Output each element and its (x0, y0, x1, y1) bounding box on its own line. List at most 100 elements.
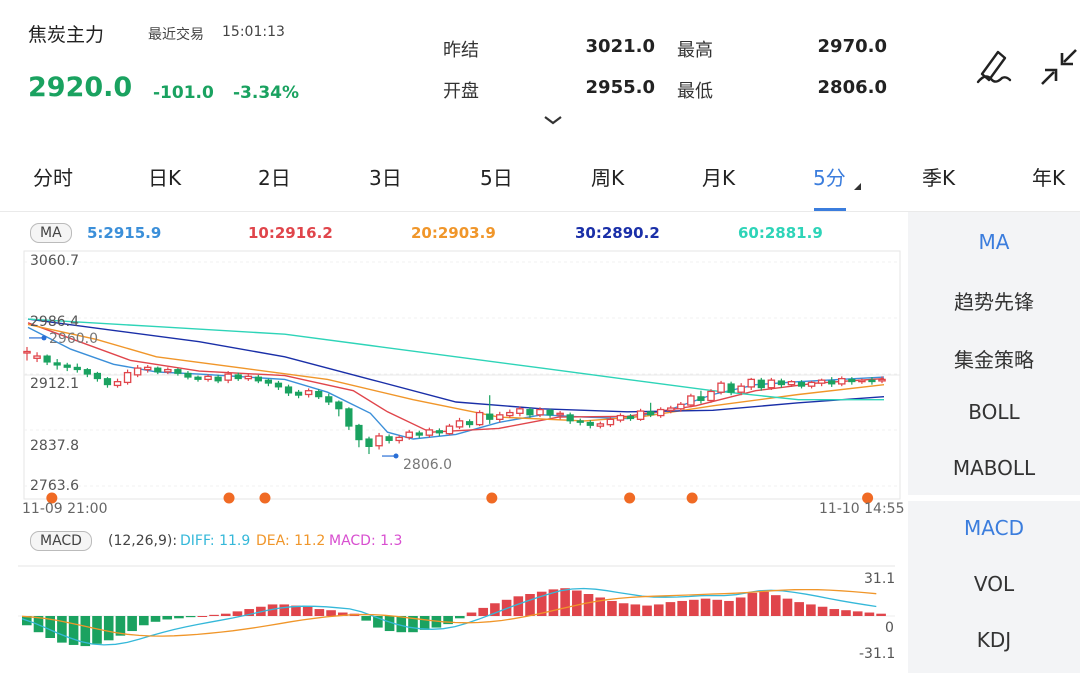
ma5-value: 5:2915.9 (87, 224, 162, 242)
macd-histogram-bar (92, 616, 102, 644)
candle-body (506, 411, 514, 417)
tab-dropdown-icon[interactable] (854, 183, 861, 190)
candle-body (837, 377, 846, 385)
collapse-arrows-icon[interactable] (1040, 48, 1078, 90)
candle-body (33, 355, 41, 359)
tab-year-k[interactable]: 年K (1032, 166, 1066, 190)
candle-body (244, 375, 253, 380)
price-tick: 2986.4 (30, 314, 79, 330)
candle-body (455, 420, 464, 428)
candle-body (465, 421, 474, 426)
candle-body (103, 378, 112, 386)
sidebar-divider (908, 495, 1080, 501)
last-price: 2920.0 (28, 72, 133, 103)
candle-body (174, 369, 182, 374)
tab-month-k[interactable]: 月K (702, 166, 736, 190)
low-pointer-dot (393, 453, 399, 459)
sidebar-item-trend[interactable]: 趋势先锋 (954, 290, 1034, 314)
macd-tick: -31.1 (859, 646, 896, 662)
macd-histogram-bar (232, 611, 243, 616)
pen-draw-icon[interactable] (974, 46, 1014, 90)
event-marker (259, 492, 271, 504)
tab-3day[interactable]: 3日 (369, 166, 402, 190)
candle-body (445, 425, 454, 435)
candle-body (234, 374, 242, 380)
time-axis-end: 11-10 14:55 (819, 501, 905, 517)
tab-week-k[interactable]: 周K (591, 166, 625, 190)
price-change: -101.0 (153, 83, 214, 103)
candle-body (576, 420, 584, 423)
macd-histogram-bar (841, 610, 851, 616)
sidebar-item-maboll[interactable]: MABOLL (952, 456, 1036, 480)
kline-chart[interactable] (0, 0, 908, 673)
tab-5min[interactable]: 5分 (813, 166, 846, 190)
macd-histogram-bar (595, 597, 606, 616)
low-value: 2806.0 (817, 77, 887, 98)
sidebar-item-macd[interactable]: MACD (964, 516, 1024, 540)
candle-body (747, 378, 756, 388)
candle-body (666, 407, 675, 411)
high-annotation: 2960.0 (49, 331, 98, 347)
candle-body (83, 369, 91, 375)
event-marker (686, 492, 698, 504)
ma-indicator-button[interactable]: MA (30, 223, 72, 243)
tab-2day[interactable]: 2日 (258, 166, 291, 190)
open-label: 开盘 (443, 81, 479, 102)
price-tick: 2837.8 (30, 438, 79, 454)
candle-body (848, 378, 856, 383)
candle-body (284, 386, 293, 394)
sidebar-item-boll[interactable]: BOLL (968, 400, 1020, 424)
chevron-down-icon[interactable] (543, 111, 563, 130)
time-axis-start: 11-09 21:00 (22, 501, 108, 517)
macd-indicator-button[interactable]: MACD (30, 531, 92, 551)
macd-histogram-bar (607, 600, 617, 616)
candle-body (828, 380, 836, 385)
candle-body (224, 373, 232, 381)
candle-body (365, 438, 373, 447)
candle-body (304, 390, 313, 396)
candle-body (325, 396, 333, 403)
sidebar-item-vol[interactable]: VOL (973, 572, 1015, 596)
candle-body (294, 391, 303, 396)
macd-histogram-bar (326, 610, 336, 616)
candle-body (687, 395, 695, 406)
macd-histogram-bar (829, 609, 840, 616)
candle-body (395, 436, 403, 442)
macd-histogram-bar (712, 599, 723, 616)
candle-body (475, 411, 484, 426)
candle-body (636, 410, 645, 421)
macd-histogram-bar (197, 616, 208, 617)
macd-histogram-bar (770, 595, 781, 616)
macd-histogram-bar (478, 607, 489, 616)
ma20-value: 20:2903.9 (411, 224, 496, 242)
sidebar-item-kdj[interactable]: KDJ (976, 628, 1012, 652)
candle-body (123, 371, 132, 384)
event-marker (624, 492, 636, 504)
candle-body (93, 372, 102, 380)
candle-body (113, 381, 122, 387)
tab-day-k[interactable]: 日K (148, 166, 182, 190)
macd-histogram-bar (162, 616, 173, 620)
candle-body (656, 408, 665, 417)
tab-quarter-k[interactable]: 季K (922, 166, 956, 190)
period-tabs: 分时 日K 2日 3日 5日 周K 月K 5分 季K 年K (0, 150, 1080, 212)
ma20-line (27, 323, 885, 422)
ma60-value: 60:2881.9 (738, 224, 823, 242)
sidebar-item-ma[interactable]: MA (978, 230, 1010, 254)
candle-body (435, 430, 444, 434)
event-marker (46, 492, 58, 504)
tab-5day[interactable]: 5日 (480, 166, 513, 190)
macd-histogram-bar (735, 597, 746, 616)
candle-body (647, 411, 655, 416)
macd-histogram-bar (361, 616, 371, 621)
sidebar-item-strategy[interactable]: 集金策略 (954, 348, 1034, 372)
candle-body (355, 424, 363, 441)
candle-body (858, 379, 866, 383)
candle-body (315, 390, 323, 398)
macd-hist-value: MACD: 1.3 (329, 533, 403, 549)
tab-timeshare[interactable]: 分时 (33, 166, 73, 190)
macd-histogram-bar (45, 616, 56, 638)
macd-histogram-bar (700, 598, 711, 616)
macd-tick: 31.1 (864, 571, 896, 587)
macd-histogram-bar (408, 616, 418, 633)
